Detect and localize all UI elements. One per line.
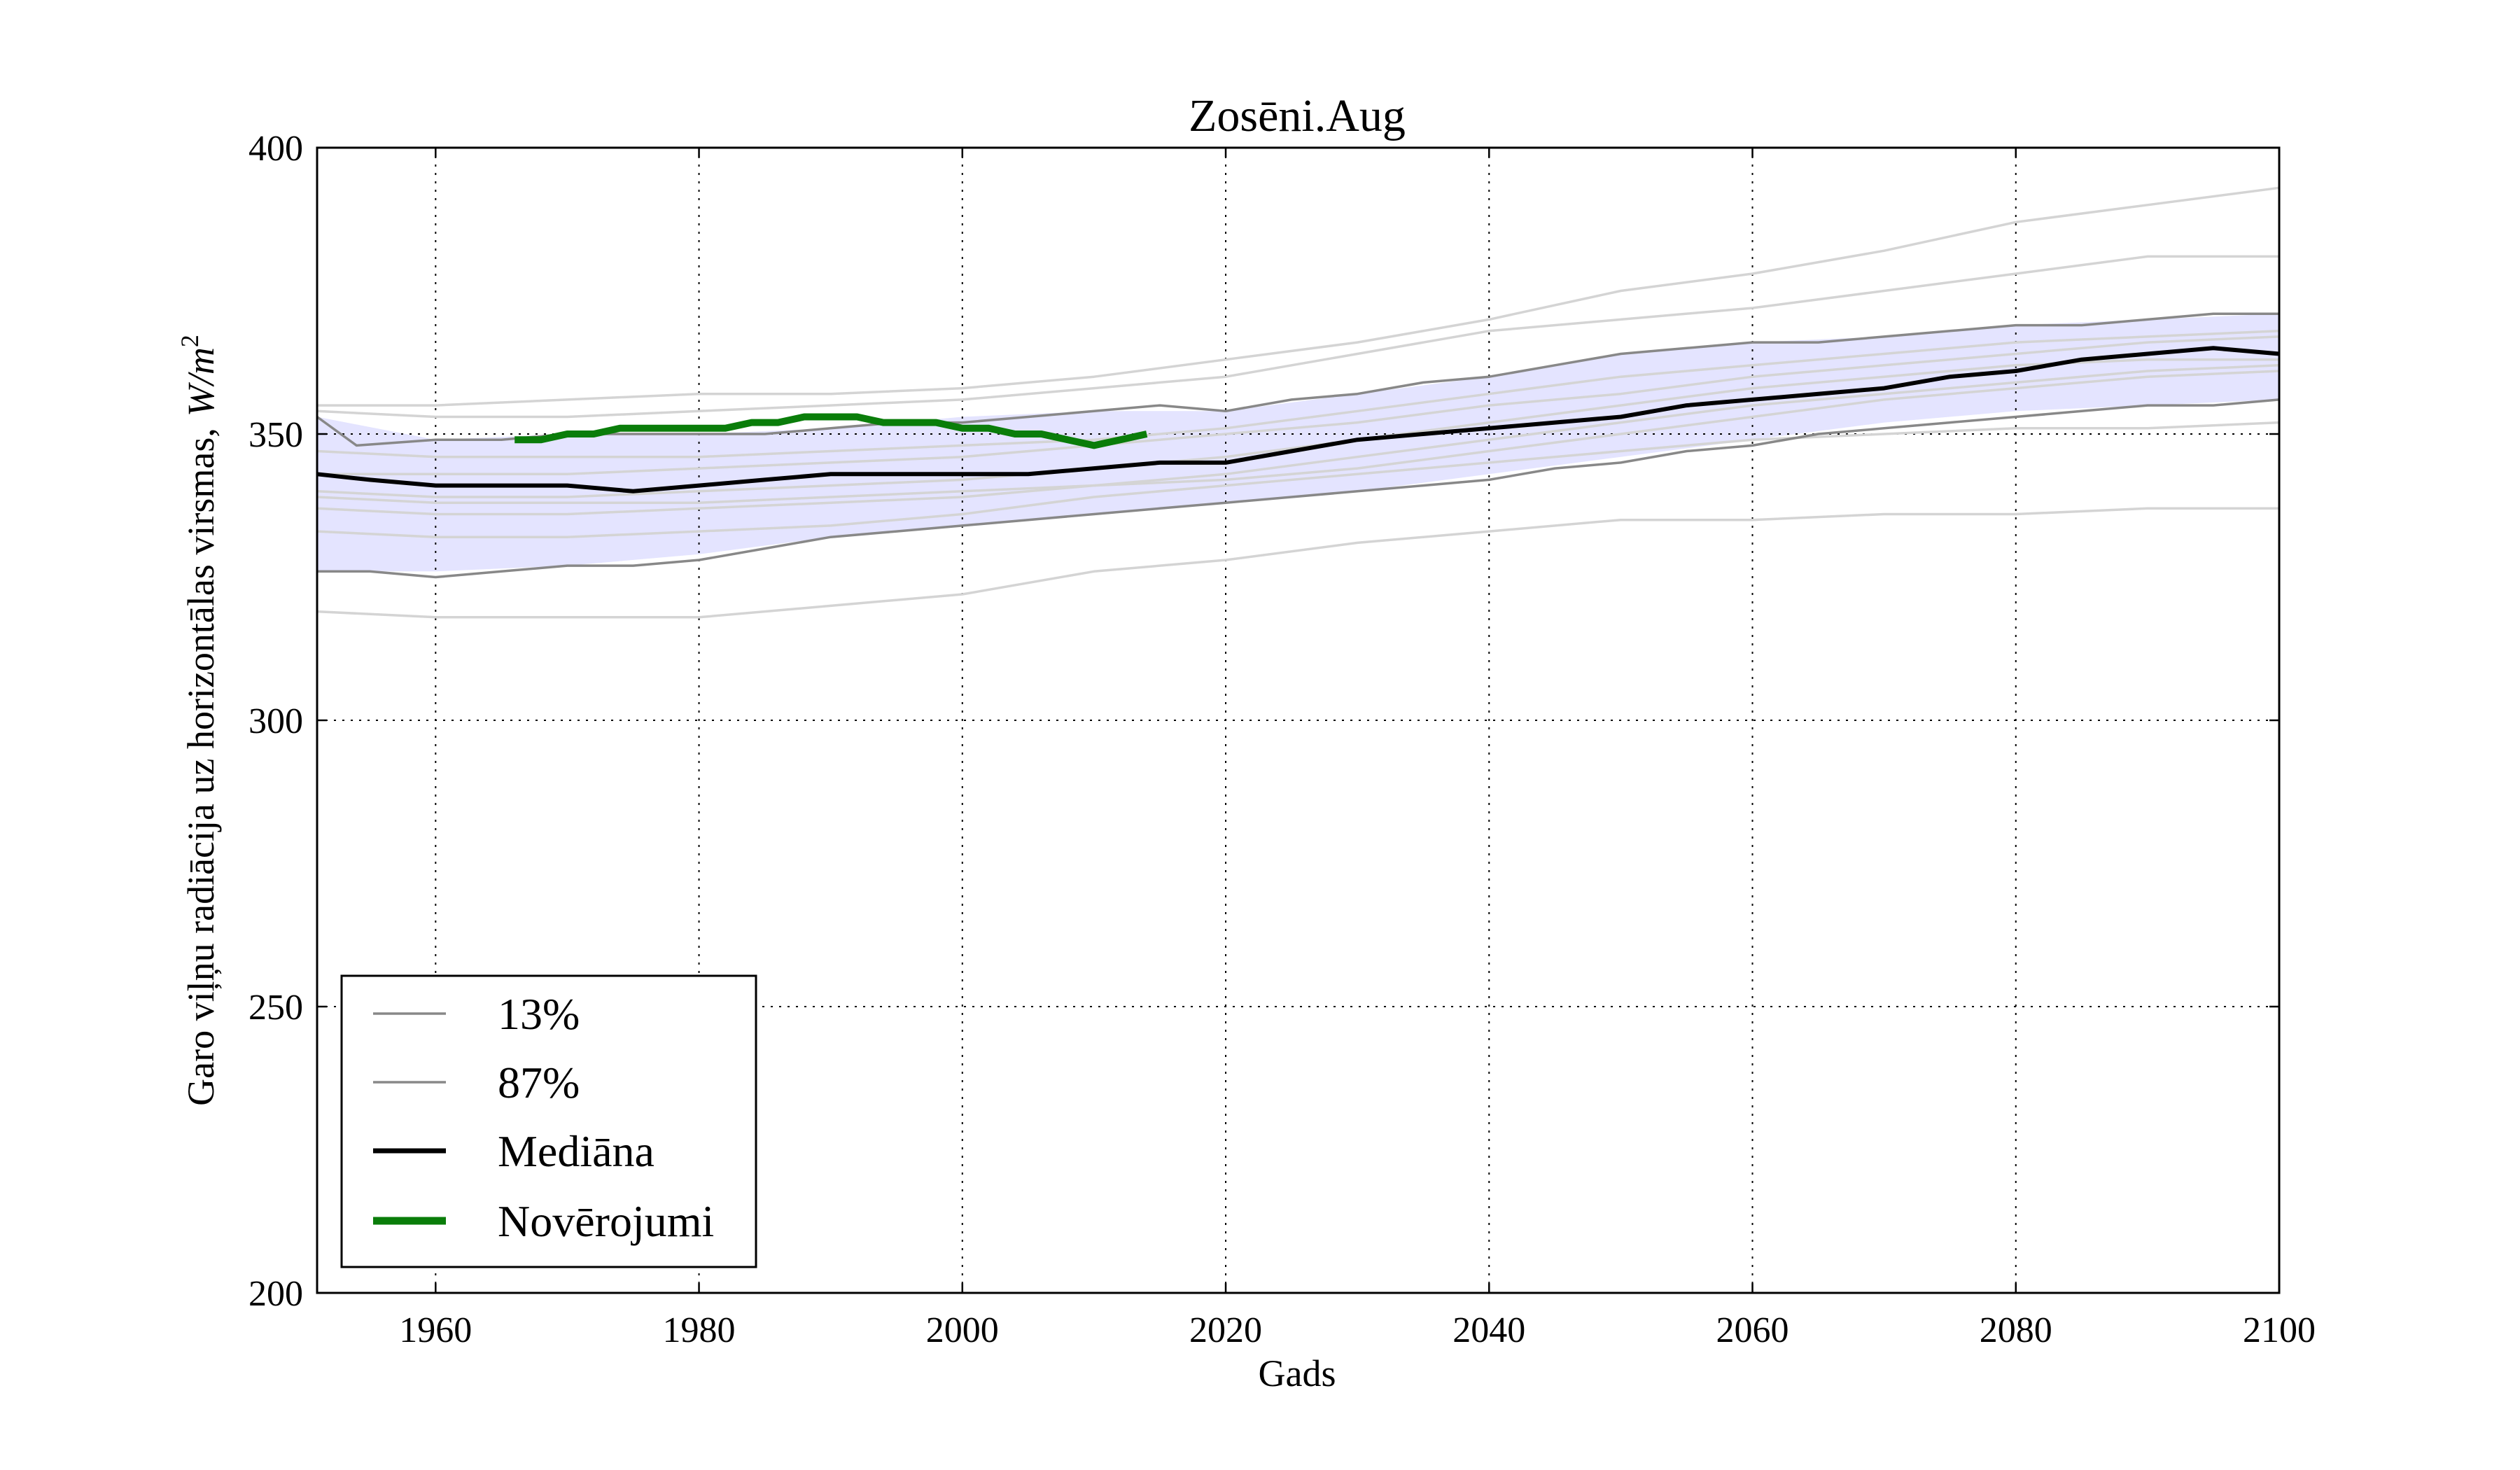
x-tick-label-2080: 2080: [1980, 1310, 2052, 1350]
ensemble-member-line-9: [316, 364, 2280, 516]
y-axis-label-unit-sup: 2: [176, 335, 204, 347]
legend-label-87pct: 87%: [498, 1058, 580, 1107]
legend-label-median: Mediāna: [498, 1126, 654, 1176]
ensemble-member-line-4: [316, 421, 2280, 538]
chart-title: Zosēni.Aug: [1189, 90, 1406, 141]
percentile-band: [317, 314, 2279, 572]
ensemble-member-line-2: [316, 255, 2279, 419]
x-tick-label-1980: 1980: [663, 1310, 736, 1350]
y-axis-label-text: Garo viļņu radiācija uz horizontālas vir…: [180, 428, 222, 1106]
x-tick-label-2040: 2040: [1452, 1310, 1525, 1350]
x-tick-label-1960: 1960: [399, 1310, 472, 1350]
series-layer: [316, 312, 2280, 579]
ensemble-member-line-5: [316, 370, 2280, 504]
series-line-percentile-87: [316, 312, 2279, 447]
ensemble-member-line-8: [317, 335, 2280, 476]
y-axis-label: Garo viļņu radiācija uz horizontālas vir…: [176, 335, 222, 1106]
ensemble-member-line-1: [317, 186, 2280, 407]
y-tick-label-350: 350: [248, 415, 303, 455]
y-tick-label-200: 200: [248, 1274, 303, 1314]
x-tick-label-2060: 2060: [1716, 1310, 1789, 1350]
ensemble-member-line-3: [316, 507, 2279, 619]
x-tick-label-2100: 2100: [2243, 1310, 2316, 1350]
grid-layer: [317, 148, 2279, 1293]
y-axis-label-unit: W/m: [180, 347, 222, 416]
x-tick-label-2000: 2000: [926, 1310, 999, 1350]
ensemble-member-line-6: [316, 358, 2279, 498]
series-line-percentile-13: [317, 398, 2280, 579]
plot-area: [316, 146, 2281, 1294]
percentile-band-layer: [317, 314, 2279, 572]
x-axis-label: Gads: [1259, 1352, 1336, 1394]
ensemble-layer: [316, 186, 2280, 619]
series-line-observations-Novrojumi: [514, 413, 1148, 449]
legend-label-13pct: 13%: [498, 989, 580, 1039]
legend-label-observations: Novērojumi: [498, 1196, 714, 1246]
y-tick-label-300: 300: [248, 701, 303, 741]
ensemble-member-line-7: [316, 330, 2280, 458]
tick-layer: 1960 1980 2000 2020 2040 2060 2080 2100 200 250 30…: [248, 129, 2316, 1350]
x-tick-label-2020: 2020: [1189, 1310, 1262, 1350]
series-line-median-Medina: [316, 346, 2280, 493]
y-tick-label-400: 400: [248, 129, 303, 169]
legend: 13% 87% Mediāna Novērojumi: [340, 974, 757, 1268]
y-tick-label-250: 250: [248, 988, 303, 1028]
